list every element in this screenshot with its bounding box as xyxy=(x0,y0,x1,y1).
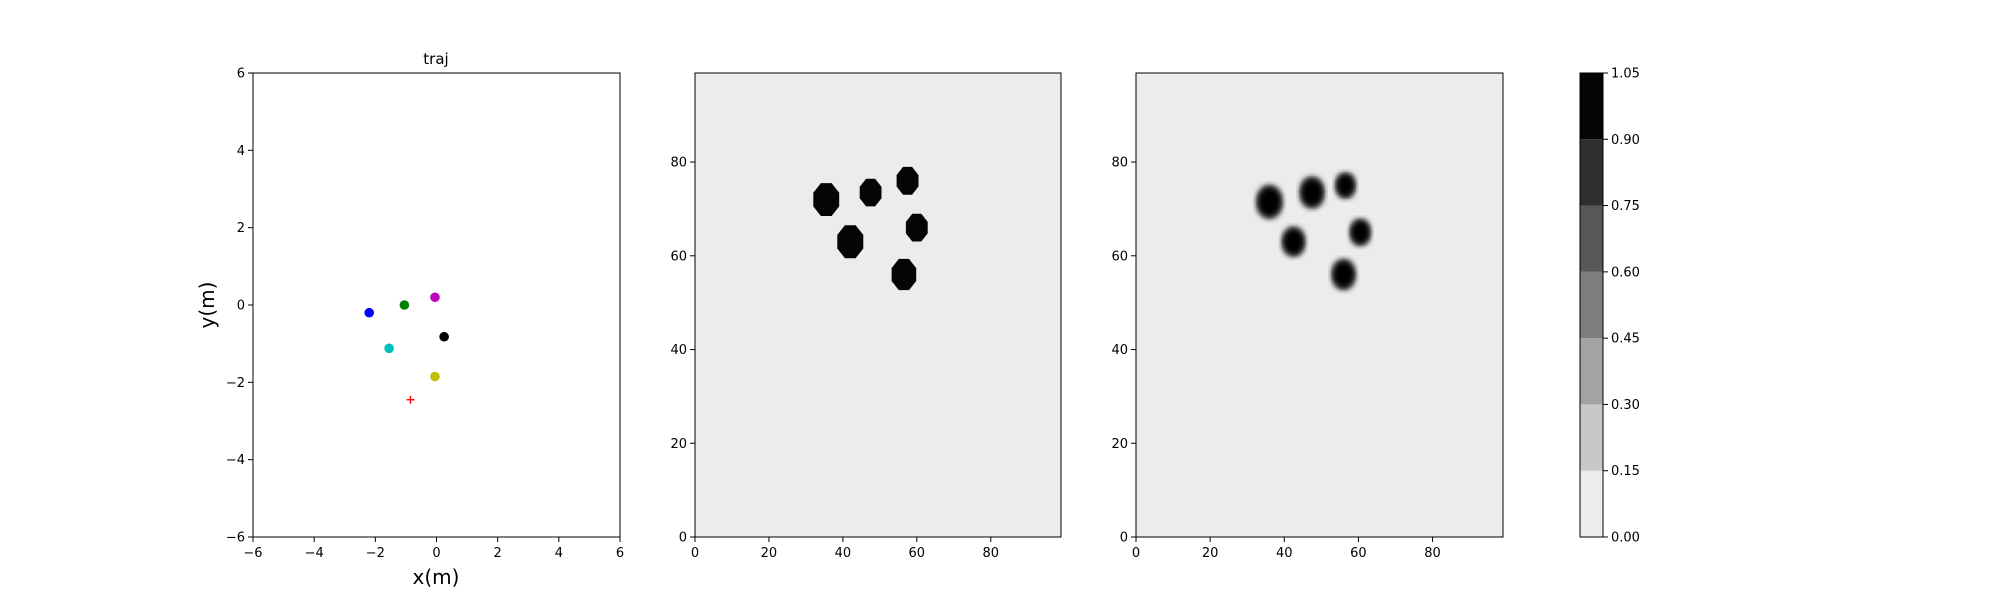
heatmap-2-frame xyxy=(1135,72,1504,538)
x-tick-label: 40 xyxy=(835,546,852,561)
y-tick-label: 40 xyxy=(670,343,687,358)
heatmap-1-x-ticks: 0 20 40 60 80 xyxy=(691,537,999,561)
colorbar-band xyxy=(1580,73,1603,140)
x-tick-label: 6 xyxy=(616,546,624,561)
blob-shape xyxy=(891,258,917,291)
agent-point xyxy=(364,307,375,318)
colorbar-tick-label: 0.45 xyxy=(1611,332,1640,347)
y-tick-label: 0 xyxy=(1120,531,1128,546)
blob-shape xyxy=(1348,218,1372,247)
blob-shape xyxy=(1334,171,1357,200)
heatmap-2-x-ticks: 0 20 40 60 80 xyxy=(1132,537,1441,561)
blob-shape xyxy=(859,178,882,207)
y-tick-label: −4 xyxy=(226,453,245,468)
blob-shape xyxy=(813,183,840,216)
x-tick-label: 80 xyxy=(982,546,999,561)
x-tick-label: 80 xyxy=(1424,546,1441,561)
x-tick-label: 0 xyxy=(432,546,440,561)
heatmap-1-blobs xyxy=(813,166,928,291)
y-tick-label: 0 xyxy=(237,299,245,314)
colorbar-band xyxy=(1580,205,1603,272)
y-tick-label: 40 xyxy=(1111,343,1128,358)
blob-shape xyxy=(837,225,864,259)
traj-x-ticks: −6 −4 −2 0 2 4 6 xyxy=(243,537,624,561)
x-tick-label: 40 xyxy=(1276,546,1293,561)
colorbar-band xyxy=(1580,139,1603,206)
y-tick-label: 6 xyxy=(237,67,245,82)
y-tick-label: −2 xyxy=(226,376,245,391)
colorbar-tick-label: 0.00 xyxy=(1611,531,1640,546)
colorbar-band xyxy=(1580,470,1603,537)
colorbar-tick-label: 0.15 xyxy=(1611,464,1640,479)
colorbar-tick-label: 0.75 xyxy=(1611,199,1640,214)
blob-shape xyxy=(1330,258,1357,291)
y-tick-label: −6 xyxy=(226,531,245,546)
traj-points xyxy=(364,292,449,404)
y-tick-label: 2 xyxy=(237,221,245,236)
agent-point xyxy=(430,371,440,382)
blob-shape xyxy=(1298,175,1326,210)
blob-shape xyxy=(896,166,919,195)
x-tick-label: 0 xyxy=(691,546,699,561)
x-tick-label: 2 xyxy=(494,546,502,561)
colorbar-band xyxy=(1580,404,1603,471)
goal-plus-marker xyxy=(406,395,415,404)
colorbar-band xyxy=(1580,271,1603,339)
traj-y-ticks: −6 −4 −2 0 2 4 6 xyxy=(226,67,253,546)
y-tick-label: 60 xyxy=(1111,249,1128,264)
heatmap-2-y-ticks: 0 20 40 60 80 xyxy=(1111,156,1136,546)
blob-shape xyxy=(905,213,928,242)
heatmap-2-background xyxy=(1136,73,1503,537)
heatmap-1-frame xyxy=(694,72,1062,538)
heatmap-1-background xyxy=(695,73,1061,537)
agent-point xyxy=(399,300,410,310)
y-tick-label: 4 xyxy=(237,144,245,159)
y-tick-label: 0 xyxy=(679,531,687,546)
y-tick-label: 20 xyxy=(1111,437,1128,452)
x-tick-label: 60 xyxy=(909,546,926,561)
traj-panel: traj −6 −4 −2 0 2 4 6 −6 −4 −2 0 2 4 6 x(m) y(m) xyxy=(195,50,624,589)
x-axis-label: x(m) xyxy=(413,565,460,589)
heatmap-2-blobs xyxy=(1255,171,1372,291)
traj-axes-frame xyxy=(252,72,621,538)
heatmap-1-y-ticks: 0 20 40 60 80 xyxy=(670,156,695,546)
colorbar-tick-label: 0.30 xyxy=(1611,398,1640,413)
x-tick-label: 20 xyxy=(1202,546,1219,561)
blob-shape xyxy=(1255,184,1284,220)
x-tick-label: −2 xyxy=(366,546,385,561)
colorbar-ticks: 0.00 0.15 0.30 0.45 0.60 0.75 0.90 1.05 xyxy=(1603,67,1640,546)
colorbar-tick-label: 0.90 xyxy=(1611,133,1640,148)
colorbar-band xyxy=(1580,338,1603,405)
colorbar-bands xyxy=(1580,73,1603,537)
colorbar-tick-label: 1.05 xyxy=(1611,67,1640,82)
x-tick-label: 20 xyxy=(761,546,778,561)
x-tick-label: 60 xyxy=(1350,546,1367,561)
heatmap-panel-2: 0 20 40 60 80 0 20 40 60 80 xyxy=(1111,72,1504,561)
colorbar-frame xyxy=(1579,72,1604,538)
x-tick-label: 0 xyxy=(1132,546,1140,561)
agent-point xyxy=(439,331,449,342)
chart-title: traj xyxy=(423,50,448,68)
x-tick-label: −6 xyxy=(243,546,262,561)
y-tick-label: 20 xyxy=(670,437,687,452)
y-tick-label: 60 xyxy=(670,249,687,264)
blob-shape xyxy=(1281,225,1307,258)
y-axis-label: y(m) xyxy=(195,282,219,329)
agent-point xyxy=(384,343,394,354)
y-tick-label: 80 xyxy=(1111,156,1128,171)
agent-point xyxy=(430,292,440,303)
y-tick-label: 80 xyxy=(670,156,687,171)
heatmap-panel-1: 0 20 40 60 80 0 20 40 60 80 xyxy=(670,72,1062,561)
colorbar: 0.00 0.15 0.30 0.45 0.60 0.75 0.90 1.05 xyxy=(1579,67,1640,546)
colorbar-tick-label: 0.60 xyxy=(1611,265,1640,280)
x-tick-label: 4 xyxy=(555,546,563,561)
x-tick-label: −4 xyxy=(305,546,324,561)
